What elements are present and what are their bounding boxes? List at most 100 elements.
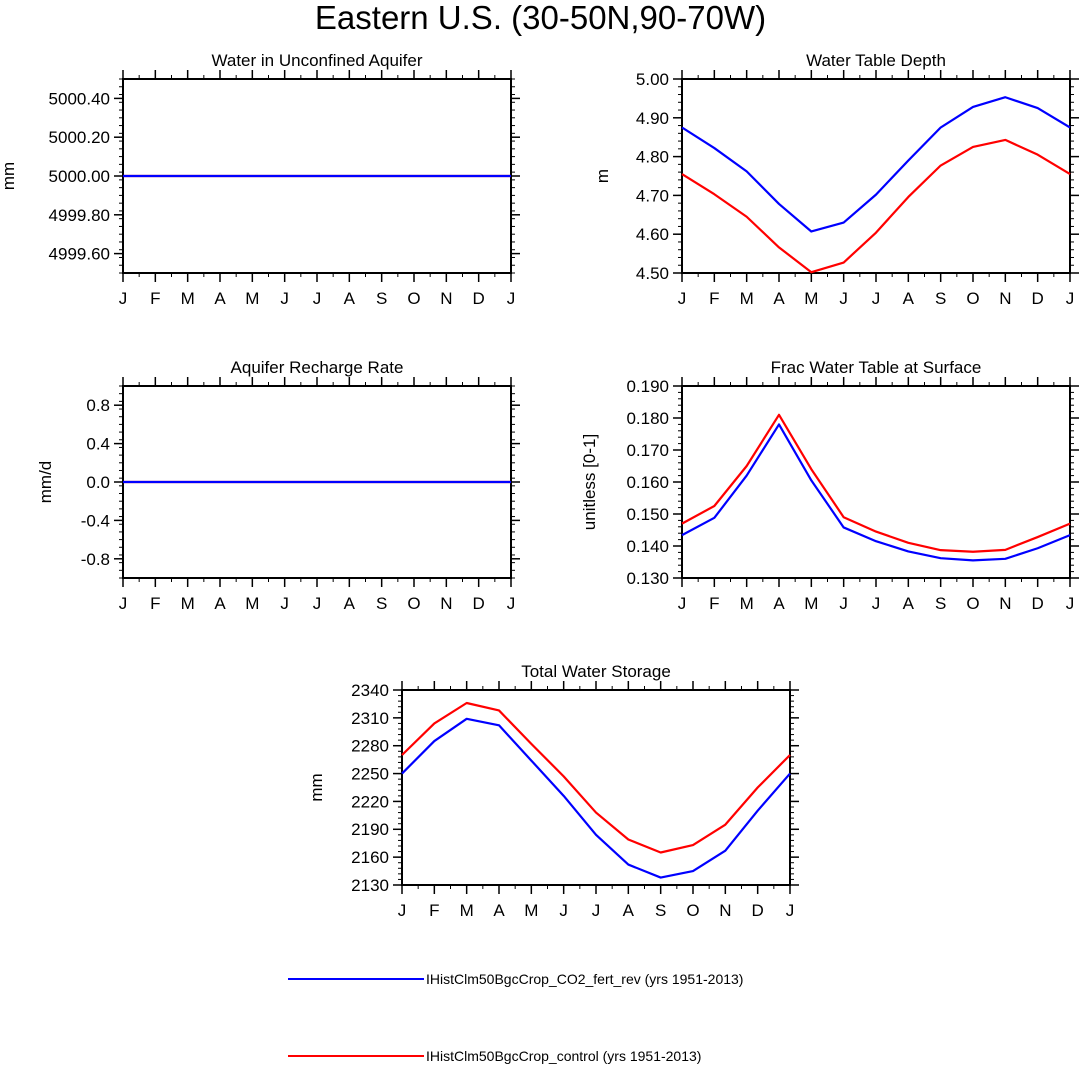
x-tick-label: J [280, 289, 289, 308]
series-line-blue [681, 96, 1071, 233]
x-tick-label: J [280, 594, 289, 613]
x-tick-label: O [966, 594, 979, 613]
y-tick-label: 0.130 [626, 569, 669, 588]
y-tick-label: 5000.00 [49, 167, 110, 186]
x-tick-label: M [524, 901, 538, 920]
x-tick-label: J [678, 594, 687, 613]
y-tick-label: 4999.80 [49, 206, 110, 225]
y-axis-label: mm/d [36, 461, 55, 504]
y-tick-label: 2130 [351, 876, 389, 895]
y-tick-label: 2280 [351, 737, 389, 756]
x-tick-label: J [119, 289, 128, 308]
x-tick-label: J [313, 594, 322, 613]
plot-frame [681, 78, 1071, 274]
x-tick-label: N [440, 594, 452, 613]
x-tick-label: A [344, 594, 356, 613]
x-tick-label: A [344, 289, 356, 308]
series-line-red [401, 701, 791, 854]
y-tick-label: 4.90 [636, 109, 669, 128]
y-tick-label: 0.8 [86, 396, 110, 415]
x-tick-label: O [686, 901, 699, 920]
panel-title: Water in Unconfined Aquifer [211, 51, 422, 70]
x-tick-label: M [245, 289, 259, 308]
x-tick-label: M [181, 289, 195, 308]
x-tick-label: J [872, 289, 881, 308]
y-tick-label: 0.4 [86, 435, 110, 454]
legend-swatch-co2-fert-rev [288, 978, 424, 980]
x-tick-label: S [655, 901, 666, 920]
legend-label-control: IHistClm50BgcCrop_control (yrs 1951-2013… [426, 1048, 702, 1064]
x-tick-label: A [773, 594, 785, 613]
y-tick-label: 2220 [351, 792, 389, 811]
x-tick-label: S [376, 594, 387, 613]
y-tick-label: 4.70 [636, 186, 669, 205]
x-tick-label: N [440, 289, 452, 308]
x-tick-label: F [150, 594, 160, 613]
y-tick-label: 5.00 [636, 70, 669, 89]
plot-frame [681, 385, 1071, 579]
x-tick-label: F [429, 901, 439, 920]
panel-title: Aquifer Recharge Rate [231, 358, 404, 377]
x-tick-label: J [507, 289, 516, 308]
x-tick-label: J [1066, 289, 1075, 308]
x-tick-label: M [740, 289, 754, 308]
x-tick-label: J [839, 289, 848, 308]
x-tick-label: M [181, 594, 195, 613]
x-tick-label: J [592, 901, 601, 920]
x-tick-label: M [460, 901, 474, 920]
x-tick-label: J [786, 901, 795, 920]
panel-title: Frac Water Table at Surface [771, 358, 982, 377]
y-tick-label: 0.0 [86, 473, 110, 492]
y-tick-label: 0.190 [626, 377, 669, 396]
series-line-red [681, 138, 1071, 274]
y-tick-label: -0.8 [81, 550, 110, 569]
y-axis-label: mm [0, 162, 18, 190]
x-tick-label: A [214, 594, 226, 613]
series-line-blue [681, 423, 1071, 562]
x-tick-label: S [935, 594, 946, 613]
x-tick-label: D [473, 289, 485, 308]
x-tick-label: A [623, 901, 635, 920]
x-tick-label: N [999, 289, 1011, 308]
x-tick-label: F [150, 289, 160, 308]
y-tick-label: 5000.20 [49, 128, 110, 147]
y-tick-label: 4.50 [636, 264, 669, 283]
y-axis-label: m [593, 169, 612, 183]
y-tick-label: 4999.60 [49, 245, 110, 264]
y-tick-label: 0.140 [626, 537, 669, 556]
x-tick-label: O [966, 289, 979, 308]
x-tick-label: O [407, 594, 420, 613]
panel-title: Water Table Depth [806, 51, 946, 70]
x-tick-label: A [903, 289, 915, 308]
x-tick-label: D [473, 594, 485, 613]
y-axis-label: mm [307, 773, 326, 801]
x-tick-label: A [773, 289, 785, 308]
x-tick-label: J [678, 289, 687, 308]
y-tick-label: 2340 [351, 681, 389, 700]
x-tick-label: N [719, 901, 731, 920]
x-tick-label: F [709, 594, 719, 613]
y-tick-label: 0.160 [626, 473, 669, 492]
y-tick-label: 2310 [351, 709, 389, 728]
x-tick-label: M [804, 289, 818, 308]
x-tick-label: J [119, 594, 128, 613]
y-tick-label: -0.4 [81, 511, 110, 530]
y-tick-label: 0.150 [626, 505, 669, 524]
x-tick-label: A [214, 289, 226, 308]
x-tick-label: M [804, 594, 818, 613]
x-tick-label: J [839, 594, 848, 613]
y-tick-label: 4.60 [636, 225, 669, 244]
y-tick-label: 0.180 [626, 409, 669, 428]
x-tick-label: D [752, 901, 764, 920]
series-line-red [681, 413, 1071, 553]
x-tick-label: F [709, 289, 719, 308]
x-tick-label: M [740, 594, 754, 613]
y-tick-label: 2190 [351, 820, 389, 839]
y-tick-label: 0.170 [626, 441, 669, 460]
figure-title: Eastern U.S. (30-50N,90-70W) [314, 0, 767, 36]
x-tick-label: J [559, 901, 568, 920]
